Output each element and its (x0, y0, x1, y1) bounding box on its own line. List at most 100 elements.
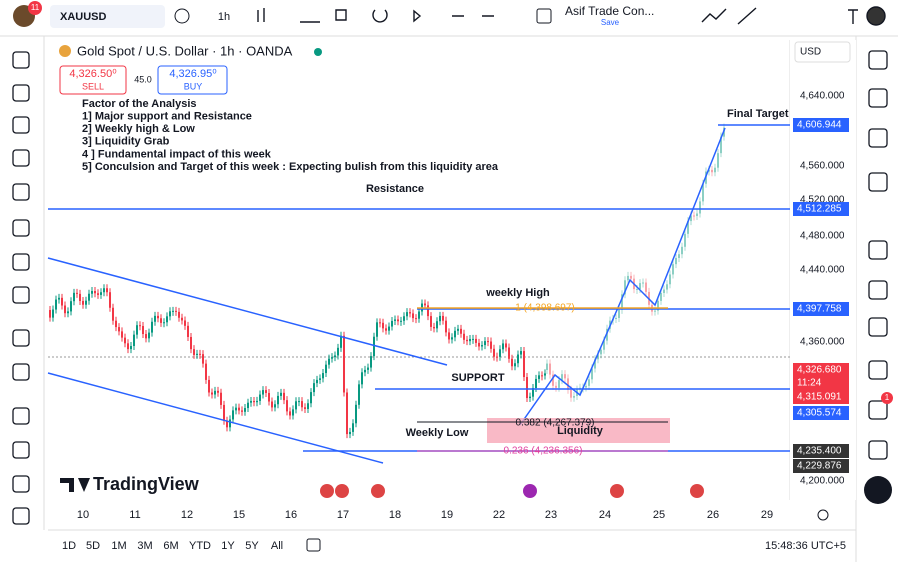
candle (328, 358, 330, 365)
candle (403, 316, 405, 321)
layout-save[interactable]: Save (601, 18, 620, 27)
side-icon[interactable] (868, 88, 888, 108)
candle (454, 330, 456, 338)
buy-label[interactable]: BUY (184, 81, 203, 91)
tool-icon[interactable] (12, 149, 30, 167)
layout-name[interactable]: Asif Trade Con... (565, 4, 654, 18)
tool-icon[interactable] (12, 51, 30, 69)
time-label: 18 (389, 509, 401, 521)
sell-button[interactable] (59, 65, 127, 95)
buy-button[interactable] (157, 65, 228, 95)
tool-icon[interactable] (12, 329, 30, 347)
candle (541, 375, 543, 377)
tool-icon[interactable] (12, 286, 30, 304)
range-button[interactable]: YTD (189, 540, 211, 552)
candle (397, 319, 399, 322)
side-icon[interactable] (868, 128, 888, 148)
event-icon[interactable] (523, 484, 537, 498)
candle (508, 347, 510, 359)
range-button[interactable]: 3M (137, 540, 152, 552)
tool-icon[interactable] (12, 253, 30, 271)
candle (127, 343, 129, 350)
symbol[interactable]: XAUUSD (60, 11, 107, 23)
event-icon[interactable] (320, 484, 334, 498)
resistance-label: Resistance (366, 183, 424, 195)
side-icon[interactable] (868, 240, 888, 260)
range-button[interactable]: 1D (62, 540, 76, 552)
tool-icon[interactable] (12, 407, 30, 425)
notif-count: 1 (885, 393, 890, 402)
tool-icon[interactable] (12, 507, 30, 525)
symbol-logo (59, 45, 71, 57)
candle (463, 333, 465, 340)
candle (567, 378, 569, 390)
range-button[interactable]: All (271, 540, 283, 552)
price-tag (793, 363, 849, 377)
add-icon[interactable] (174, 8, 190, 24)
final-target-label: Final Target (727, 108, 789, 120)
price-label: 4,440.000 (800, 265, 845, 276)
range-button[interactable]: 5D (86, 540, 100, 552)
candle (262, 390, 264, 395)
candle (301, 401, 303, 408)
candle (427, 305, 429, 317)
side-icon[interactable] (868, 400, 888, 420)
settings-icon[interactable] (817, 509, 829, 521)
interval[interactable]: 1h (218, 11, 230, 23)
side-icon[interactable] (868, 317, 888, 337)
tool-icon[interactable] (12, 363, 30, 381)
badge-count: 11 (31, 3, 40, 12)
sell-price[interactable]: 4,326.50⁰ (69, 68, 117, 80)
candle (505, 343, 507, 348)
event-icon[interactable] (610, 484, 624, 498)
currency-box[interactable] (794, 41, 851, 63)
side-icon[interactable] (868, 360, 888, 380)
range-button[interactable]: 1Y (221, 540, 235, 552)
side-icon[interactable] (868, 172, 888, 192)
menu-button[interactable] (864, 476, 892, 504)
legend-title: Gold Spot / U.S. Dollar · 1h · OANDA (77, 43, 293, 58)
side-icon[interactable] (868, 50, 888, 70)
sell-label[interactable]: SELL (82, 81, 104, 91)
candle (451, 337, 453, 340)
candle (448, 332, 450, 340)
event-icon[interactable] (690, 484, 704, 498)
candle (630, 275, 632, 279)
side-icon[interactable] (868, 280, 888, 300)
buy-price[interactable]: 4,326.95⁰ (169, 68, 217, 80)
right-toolbar (868, 50, 888, 460)
event-icon[interactable] (335, 484, 349, 498)
candle (514, 363, 516, 367)
candle (564, 374, 566, 379)
range-button[interactable]: 6M (163, 540, 178, 552)
candle (430, 316, 432, 327)
tool-icon[interactable] (12, 116, 30, 134)
tool-icon[interactable] (12, 219, 30, 237)
price-tag-label: 4,397.758 (797, 304, 842, 315)
range-button[interactable]: 1M (111, 540, 126, 552)
left-toolbar (12, 51, 30, 525)
candle (445, 320, 447, 333)
price-label: 4,520.000 (800, 195, 845, 206)
date-range-icon[interactable] (306, 538, 321, 552)
side-icon[interactable] (868, 440, 888, 460)
candle (364, 369, 366, 373)
currency[interactable]: USD (800, 47, 821, 58)
tool-icon[interactable] (12, 183, 30, 201)
range-button[interactable]: 5Y (245, 540, 259, 552)
event-icon[interactable] (371, 484, 385, 498)
layout-icon[interactable] (536, 8, 552, 24)
candle (157, 315, 159, 319)
symbol-box[interactable] (50, 5, 165, 28)
fib-1-label: 1 (4,398.697) (515, 303, 575, 314)
tool-icon[interactable] (12, 441, 30, 459)
candle (142, 326, 144, 335)
tool-icon[interactable] (12, 475, 30, 493)
tool-icon[interactable] (12, 84, 30, 102)
time-label: 29 (761, 509, 773, 521)
candle (196, 353, 198, 355)
candle (669, 274, 671, 285)
candle (511, 358, 513, 367)
candle (82, 300, 84, 305)
candle (714, 167, 716, 173)
